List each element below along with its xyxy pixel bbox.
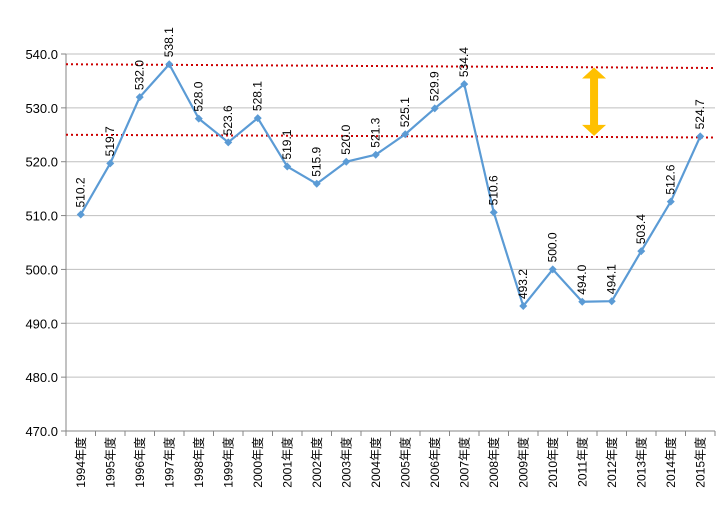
y-tick-label: 490.0 [25,316,58,331]
data-label: 538.1 [162,27,176,57]
x-tick-label: 2007年度 [456,437,471,488]
annotations [582,67,607,136]
data-point [253,114,262,123]
data-point [637,247,646,256]
x-tick-label: 1997年度 [161,437,176,488]
data-label: 520.0 [339,124,353,154]
x-tick-label: 2012年度 [604,437,619,488]
data-label: 519.1 [280,129,294,159]
data-point [76,210,85,219]
data-label: 534.4 [457,47,471,77]
data-point [548,265,557,274]
data-label: 493.2 [516,269,530,299]
data-point [135,93,144,102]
x-tick-label: 2006年度 [427,437,442,488]
data-label: 510.6 [487,175,501,205]
x-tick-label: 1999年度 [220,437,235,488]
data-labels: 510.2 519.7 532.0 538.1 528.0 523.6 528.1 519.1… [74,27,708,299]
data-point [578,297,587,306]
x-tick-label: 1995年度 [102,437,117,488]
x-tick-label: 2009年度 [515,437,530,488]
data-point [283,162,292,171]
x-tick-label: 2002年度 [309,437,324,488]
data-point [666,197,675,206]
x-tick-label: 2015年度 [692,437,707,488]
data-label: 510.2 [74,177,88,207]
y-tick-label: 530.0 [25,101,58,116]
data-label: 528.0 [192,81,206,111]
data-label: 524.7 [693,99,707,129]
x-tick-label: 1994年度 [73,437,88,488]
data-point [430,104,439,113]
y-tick-label: 500.0 [25,262,58,277]
data-point [460,80,469,89]
reference-line [65,133,716,139]
data-point [371,150,380,159]
reference-line [65,63,716,70]
x-tick-label: 2001年度 [279,437,294,488]
x-axis: 1994年度 1995年度 1996年度 1997年度 1998年度 1999年度 2000… [65,430,716,488]
series-line-layer [79,63,702,308]
data-label: 494.0 [575,264,589,294]
data-points [76,60,705,311]
y-tick-label: 520.0 [25,155,58,170]
y-tick-label: 480.0 [25,370,58,385]
y-tick-label: 470.0 [25,424,58,439]
y-axis: 470.0 480.0 490.0 500.0 510.0 520.0 530.0 540.0 [25,47,67,439]
data-point [401,130,410,139]
x-tick-label: 2011年度 [574,437,589,487]
data-label: 494.1 [605,264,619,294]
data-point [342,157,351,166]
data-point [165,60,174,69]
y-tick-label: 540.0 [25,47,58,62]
gridlines [66,53,715,432]
data-label: 523.6 [221,105,235,135]
data-label: 525.1 [398,97,412,127]
data-point [224,138,233,147]
data-label: 512.6 [664,164,678,194]
x-tick-label: 2013年度 [633,437,648,488]
data-point [696,132,705,141]
data-label: 528.1 [251,81,265,111]
double-arrow-annotation [582,67,607,136]
reference-lines [65,63,716,139]
y-tick-label: 510.0 [25,209,58,224]
x-tick-label: 2005年度 [397,437,412,488]
x-tick-label: 2000年度 [250,437,265,488]
data-label: 532.0 [133,60,147,90]
x-tick-label: 2008年度 [486,437,501,488]
data-point [519,302,528,311]
data-point [106,159,115,168]
data-label: 515.9 [310,146,324,176]
data-label: 519.7 [103,126,117,156]
data-point [489,208,498,217]
x-tick-label: 1996年度 [132,437,147,488]
x-tick-label: 2003年度 [338,437,353,488]
x-tick-label: 2004年度 [368,437,383,488]
data-label: 521.3 [369,117,383,147]
data-point [607,297,616,306]
data-point [194,114,203,123]
data-label: 529.9 [428,71,442,101]
x-tick-label: 2010年度 [545,437,560,488]
data-label: 503.4 [634,214,648,244]
data-label: 500.0 [546,232,560,262]
x-tick-label: 2014年度 [663,437,678,488]
data-point [312,179,321,188]
x-tick-label: 1998年度 [191,437,206,488]
series-line [79,63,702,308]
